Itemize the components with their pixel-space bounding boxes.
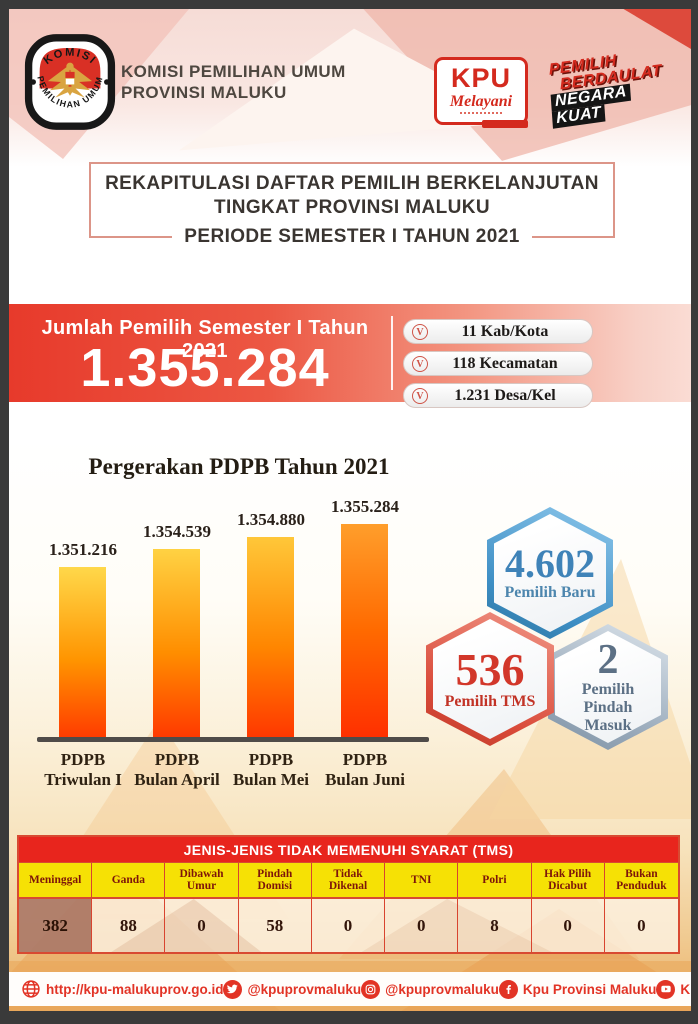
tms-col-header: Tidak Dikenal bbox=[312, 863, 386, 897]
org-name: KOMISI PEMILIHAN UMUM PROVINSI MALUKU bbox=[121, 61, 346, 103]
tms-value: 382 bbox=[19, 899, 93, 952]
footer-instagram-link[interactable]: @kpuprovmaluku bbox=[361, 979, 499, 999]
tms-value: 0 bbox=[165, 899, 239, 952]
footer-instagram-text: @kpuprovmaluku bbox=[385, 981, 499, 997]
stat-pill-label: 11 Kab/Kota bbox=[461, 322, 549, 340]
footer-facebook-link[interactable]: Kpu Provinsi Maluku bbox=[498, 979, 657, 999]
melayani-kpu-text: KPU bbox=[450, 63, 511, 93]
kpu-logo: KOMISI PEMILIHAN UMUM bbox=[24, 34, 116, 130]
footer-website-text: http://kpu-malukuprov.go.id bbox=[46, 981, 224, 997]
bar-pdpb-triwulan1 bbox=[59, 567, 106, 737]
garuda-icon bbox=[47, 62, 93, 98]
title-box: REKAPITULASI DAFTAR PEMILIH BERKELANJUTA… bbox=[89, 162, 615, 247]
stat-pill-desakel: V 1.231 Desa/Kel bbox=[403, 383, 593, 408]
bar-category-label-4: PDPB Bulan Juni bbox=[325, 750, 405, 789]
badge-pemilih-tms: 536 Pemilih TMS bbox=[426, 612, 554, 746]
melayani-corner-tab bbox=[482, 120, 528, 128]
bar-pdpb-juni bbox=[341, 524, 388, 737]
tms-value: 0 bbox=[532, 899, 605, 952]
bar-value-label-1: 1.351.216 bbox=[49, 540, 117, 559]
tms-table-value-row: 382 88 0 58 0 0 8 0 0 bbox=[19, 897, 678, 952]
stat-pill-label: 118 Kecamatan bbox=[452, 354, 558, 372]
check-circle-icon: V bbox=[412, 323, 428, 340]
title-line-3: PERIODE SEMESTER I TAHUN 2021 bbox=[91, 226, 613, 248]
tms-table-header-row: Meninggal Ganda Dibawah Umur Pindah Domi… bbox=[19, 862, 678, 897]
tms-col-header: Hak Pilih Dicabut bbox=[532, 863, 605, 897]
melayani-text: Melayani bbox=[449, 93, 513, 110]
bar-value-label-3: 1.354.880 bbox=[237, 510, 305, 529]
globe-icon bbox=[21, 979, 41, 999]
badge-pemilih-baru: 4.602 Pemilih Baru bbox=[487, 507, 613, 639]
kpu-melayani-logo: KPU Melayani bbox=[434, 57, 528, 128]
tms-col-header: Pindah Domisi bbox=[239, 863, 312, 897]
tms-col-header: Dibawah Umur bbox=[165, 863, 239, 897]
tms-value: 0 bbox=[312, 899, 386, 952]
badge-pemilih-pindah-masuk: 2 Pemilih Pindah Masuk bbox=[548, 624, 668, 750]
org-line1: KOMISI PEMILIHAN UMUM bbox=[121, 62, 346, 81]
footer-youtube-link[interactable]: KPU Provinsi Maluku bbox=[656, 979, 691, 999]
badge-label: Pemilih TMS bbox=[444, 693, 536, 710]
tms-table: JENIS-JENIS TIDAK MEMENUHI SYARAT (TMS) … bbox=[17, 835, 680, 954]
bar-pdpb-mei bbox=[247, 537, 294, 737]
tms-col-header: Polri bbox=[458, 863, 532, 897]
facebook-icon bbox=[498, 979, 518, 999]
org-line2: PROVINSI MALUKU bbox=[121, 83, 287, 102]
badge-label: Pemilih Baru bbox=[504, 584, 596, 601]
tms-col-header: TNI bbox=[385, 863, 459, 897]
badge-value: 2 bbox=[597, 637, 619, 683]
stat-pill-kecamatan: V 118 Kecamatan bbox=[403, 351, 593, 376]
tms-col-header: Bukan Penduduk bbox=[616, 867, 667, 893]
bar-category-label-3: PDPB Bulan Mei bbox=[232, 750, 310, 789]
melayani-url-dots bbox=[460, 112, 502, 114]
tms-value: 88 bbox=[92, 899, 166, 952]
badge-label: Pemilih Pindah Masuk bbox=[581, 681, 635, 734]
tms-col-header: Meninggal bbox=[19, 863, 93, 897]
title-line-2: TINGKAT PROVINSI MALUKU bbox=[214, 197, 490, 218]
tms-table-title: JENIS-JENIS TIDAK MEMENUHI SYARAT (TMS) bbox=[19, 837, 678, 862]
bar-value-label-2: 1.354.539 bbox=[143, 522, 211, 541]
summary-divider bbox=[391, 316, 393, 390]
footer-bar: http://kpu-malukuprov.go.id @kpuprovmalu… bbox=[9, 972, 691, 1006]
tms-value: 0 bbox=[637, 915, 646, 935]
twitter-icon bbox=[223, 979, 243, 999]
tms-value: 8 bbox=[458, 899, 532, 952]
title-line-1: REKAPITULASI DAFTAR PEMILIH BERKELANJUTA… bbox=[105, 173, 599, 194]
badge-value: 4.602 bbox=[505, 541, 595, 586]
bar-category-label-2: PDPB Bulan April bbox=[134, 750, 220, 789]
badge-value: 536 bbox=[455, 644, 525, 695]
footer-youtube-text: KPU Provinsi Maluku bbox=[680, 981, 691, 997]
infographic-canvas: KOMISI PEMILIHAN UMUM KOMISI PEMILIHAN U… bbox=[9, 9, 691, 1011]
chart-x-axis bbox=[37, 737, 429, 742]
summary-label: Jumlah Pemilih Semester I Tahun 2021 bbox=[41, 317, 369, 362]
footer-facebook-text: Kpu Provinsi Maluku bbox=[522, 981, 657, 997]
check-circle-icon: V bbox=[412, 355, 428, 372]
tms-col-header: Ganda bbox=[92, 863, 166, 897]
bar-category-label-1: PDPB Triwulan I bbox=[44, 750, 122, 789]
bar-value-label-4: 1.355.284 bbox=[331, 497, 399, 516]
stat-pill-label: 1.231 Desa/Kel bbox=[454, 386, 556, 404]
tms-value: 58 bbox=[239, 899, 312, 952]
footer-twitter-link[interactable]: @kpuprovmaluku bbox=[223, 979, 362, 999]
stat-pill-kabkota: V 11 Kab/Kota bbox=[403, 319, 593, 344]
chart-title: Pergerakan PDPB Tahun 2021 bbox=[88, 454, 390, 479]
instagram-icon bbox=[361, 979, 381, 999]
bar-pdpb-april bbox=[153, 549, 200, 737]
summary-total: 1.355.284 bbox=[80, 338, 330, 398]
summary-band: Jumlah Pemilih Semester I Tahun 2021 1.3… bbox=[9, 304, 691, 408]
tms-value: 0 bbox=[385, 899, 459, 952]
footer-twitter-text: @kpuprovmaluku bbox=[247, 981, 362, 997]
header-background bbox=[9, 9, 691, 167]
footer-website-link[interactable]: http://kpu-malukuprov.go.id bbox=[21, 979, 223, 999]
check-circle-icon: V bbox=[412, 387, 428, 404]
youtube-icon bbox=[656, 979, 676, 999]
